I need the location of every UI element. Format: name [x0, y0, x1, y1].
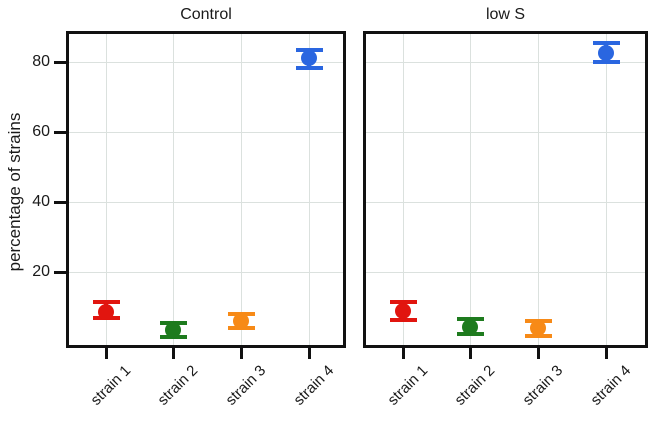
- y-tick-mark: [54, 270, 66, 274]
- errorbar-cap-bottom-strain-1: [389, 317, 417, 322]
- gridline-horizontal: [69, 132, 343, 133]
- errorbar-cap-bottom-strain-3: [524, 334, 552, 339]
- data-point-strain-3: [233, 313, 249, 329]
- data-point-strain-4: [301, 50, 317, 67]
- gridline-horizontal: [69, 272, 343, 273]
- gridline-vertical: [309, 34, 310, 345]
- x-tick-mark: [536, 348, 540, 359]
- x-tick-mark: [239, 348, 243, 359]
- errorbar-cap-top-strain-1: [92, 300, 120, 305]
- x-tick-label: strain 4: [587, 362, 635, 409]
- x-tick-mark: [468, 348, 472, 359]
- x-tick-mark: [307, 348, 311, 359]
- data-point-strain-2: [462, 318, 478, 335]
- data-point-strain-1: [395, 302, 411, 319]
- y-tick-label: 40: [32, 193, 50, 210]
- errorbar-cap-top-strain-1: [389, 300, 417, 305]
- x-tick-label: strain 2: [451, 362, 499, 409]
- y-tick-mark: [54, 60, 66, 64]
- gridline-horizontal: [69, 202, 343, 203]
- data-point-strain-4: [598, 44, 614, 61]
- gridline-horizontal: [366, 202, 645, 203]
- gridline-horizontal: [366, 62, 645, 63]
- gridline-horizontal: [366, 272, 645, 273]
- x-tick-label: strain 1: [87, 362, 135, 409]
- errorbar-cap-top-strain-4: [592, 41, 620, 46]
- gridline-vertical: [173, 34, 174, 345]
- errorbar-cap-bottom-strain-4: [592, 59, 620, 64]
- x-tick-mark: [171, 348, 175, 359]
- x-tick-mark: [604, 348, 608, 359]
- panel-control: [66, 31, 346, 348]
- y-tick-mark: [54, 130, 66, 134]
- x-tick-label: strain 3: [519, 362, 567, 409]
- gridline-vertical: [403, 34, 404, 345]
- gridline-vertical: [470, 34, 471, 345]
- facet-title-low-s: low S: [485, 6, 526, 23]
- x-tick-mark: [401, 348, 405, 359]
- x-tick-label: strain 1: [384, 362, 432, 409]
- y-tick-label: 80: [32, 53, 50, 70]
- x-tick-label: strain 2: [154, 362, 202, 409]
- gridline-horizontal: [366, 132, 645, 133]
- y-tick-label: 20: [32, 263, 50, 280]
- data-point-strain-3: [530, 320, 546, 336]
- y-tick-mark: [54, 200, 66, 204]
- data-point-strain-1: [98, 303, 114, 320]
- gridline-vertical: [106, 34, 107, 345]
- y-tick-label: 60: [32, 123, 50, 140]
- x-tick-mark: [104, 348, 108, 359]
- gridline-vertical: [538, 34, 539, 345]
- panel-low-s: [363, 31, 648, 348]
- gridline-vertical: [241, 34, 242, 345]
- gridline-horizontal: [69, 62, 343, 63]
- errorbar-cap-bottom-strain-4: [295, 66, 323, 71]
- x-tick-label: strain 4: [290, 362, 338, 409]
- facet-title-control: Control: [180, 6, 232, 23]
- gridline-vertical: [606, 34, 607, 345]
- errorbar-cap-top-strain-4: [295, 48, 323, 53]
- data-point-strain-2: [165, 321, 181, 338]
- x-tick-label: strain 3: [222, 362, 270, 409]
